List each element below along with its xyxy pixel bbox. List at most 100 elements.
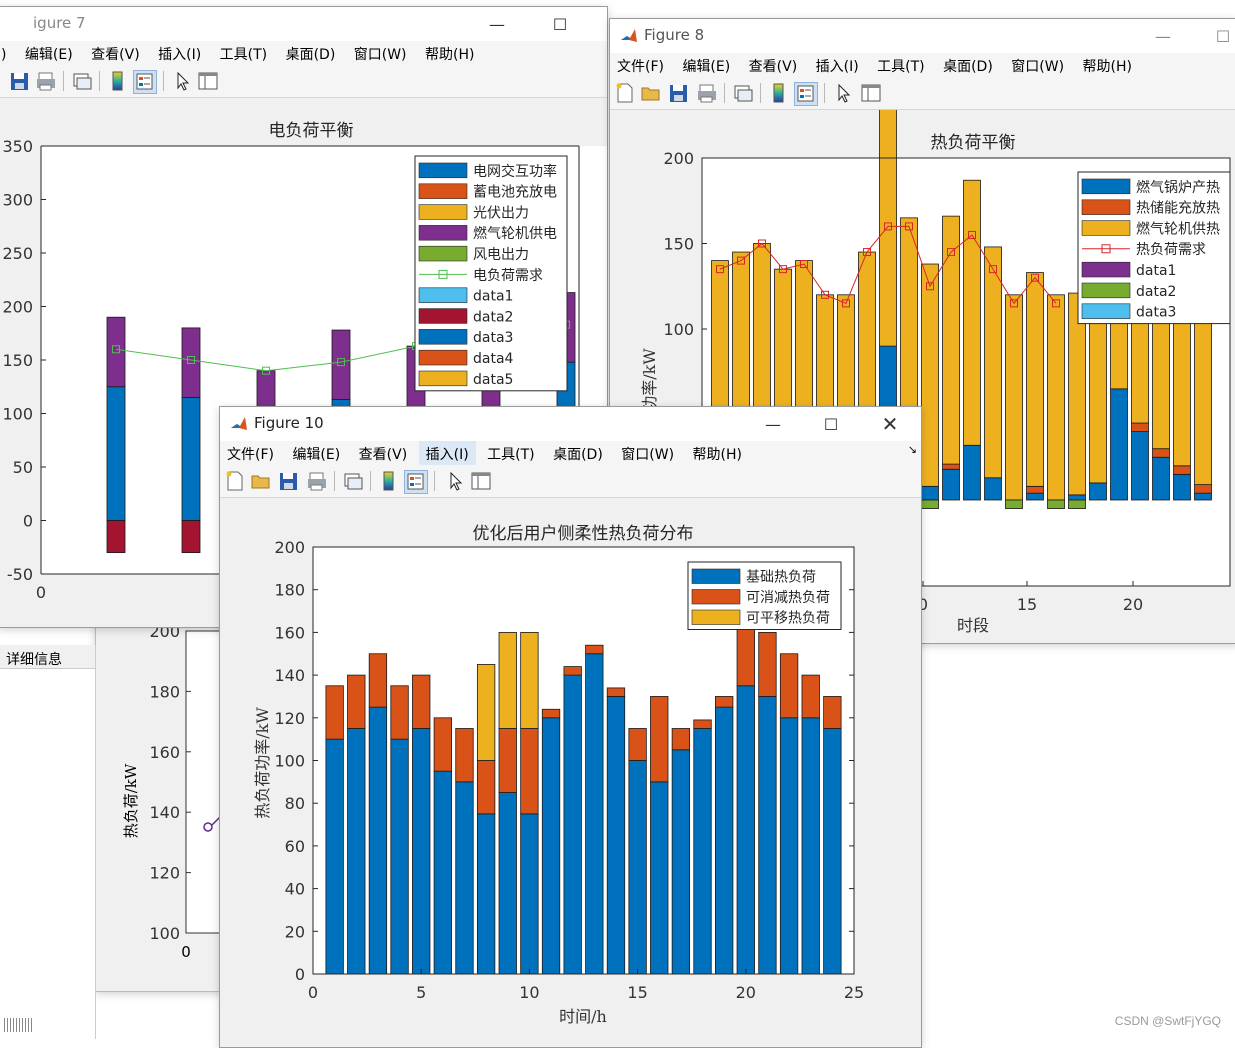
property-editor-icon[interactable] bbox=[860, 82, 882, 104]
menu-tools[interactable]: 工具(T) bbox=[877, 59, 925, 75]
menu-tools[interactable]: 工具(T) bbox=[487, 447, 535, 463]
menu-tools[interactable]: 工具(T) bbox=[219, 47, 268, 63]
figure-7-chart[interactable]: -5005010015020025030035005电负荷平衡电网交互功率蓄电池… bbox=[0, 98, 607, 628]
minimize-button[interactable]: — bbox=[1155, 26, 1171, 46]
y-tick-label: -50 bbox=[7, 565, 33, 584]
dock-arrow-icon[interactable]: ↘ bbox=[907, 443, 917, 456]
pointer-icon[interactable] bbox=[832, 82, 854, 104]
figure-10-titlebar[interactable]: Figure 10 — ☐ ✕ bbox=[220, 407, 921, 441]
bar-segment bbox=[412, 728, 431, 975]
link-plot-icon[interactable] bbox=[342, 470, 364, 492]
x-tick-label: 20 bbox=[736, 983, 756, 1002]
x-tick-label: 10 bbox=[519, 983, 539, 1002]
link-plot-icon[interactable] bbox=[732, 82, 754, 104]
bar-segment bbox=[476, 664, 496, 761]
chart-title: 电负荷平衡 bbox=[269, 121, 354, 141]
menu-help[interactable]: 帮助(H) bbox=[424, 47, 475, 63]
fig9-ylabel: 热负荷/kW bbox=[122, 763, 140, 838]
figure-7-titlebar[interactable]: igure 7 — ☐ bbox=[0, 7, 607, 41]
menu-help[interactable]: 帮助(H) bbox=[1082, 59, 1132, 75]
bar-segment bbox=[801, 717, 820, 975]
menu-window[interactable]: 窗口(W) bbox=[353, 47, 407, 63]
maximize-button[interactable]: ☐ bbox=[1215, 26, 1231, 46]
link-plot-icon[interactable] bbox=[71, 70, 93, 92]
pointer-icon[interactable] bbox=[171, 70, 193, 92]
menu-view[interactable]: 查看(V) bbox=[358, 447, 408, 463]
save-icon[interactable] bbox=[9, 70, 31, 92]
bar-segment bbox=[921, 499, 939, 509]
menu-partial[interactable]: ) bbox=[1, 47, 7, 63]
demand-marker bbox=[779, 265, 787, 274]
property-editor-icon[interactable] bbox=[470, 470, 492, 492]
open-folder-icon[interactable] bbox=[250, 470, 272, 492]
menu-view[interactable]: 查看(V) bbox=[748, 59, 798, 75]
print-icon[interactable] bbox=[696, 82, 718, 104]
figure-10-window[interactable]: Figure 10 — ☐ ✕ 文件(F) 编辑(E) 查看(V) 插入(I) … bbox=[219, 406, 922, 1048]
menu-edit[interactable]: 编辑(E) bbox=[682, 59, 731, 75]
menu-insert[interactable]: 插入(I) bbox=[815, 59, 859, 75]
figure-8-titlebar[interactable]: Figure 8 — ☐ bbox=[610, 19, 1235, 53]
new-file-icon[interactable] bbox=[614, 82, 636, 104]
demand-marker bbox=[926, 282, 934, 291]
menu-help[interactable]: 帮助(H) bbox=[692, 447, 742, 463]
legend-icon[interactable] bbox=[404, 470, 428, 494]
y-tick-label: 250 bbox=[2, 244, 33, 263]
bar-segment bbox=[455, 781, 474, 975]
bar-segment bbox=[650, 781, 669, 975]
chart-title: 热负荷平衡 bbox=[931, 133, 1016, 153]
bar-segment bbox=[520, 631, 539, 729]
legend-icon[interactable] bbox=[133, 70, 157, 94]
legend-icon[interactable] bbox=[794, 82, 818, 106]
minimize-button[interactable]: — bbox=[489, 14, 505, 34]
save-icon[interactable] bbox=[278, 470, 300, 492]
legend-label: data2 bbox=[1136, 284, 1176, 300]
bar-segment bbox=[736, 621, 755, 687]
menu-edit[interactable]: 编辑(E) bbox=[292, 447, 341, 463]
maximize-button[interactable]: ☐ bbox=[823, 414, 839, 434]
legend-swatch bbox=[1081, 303, 1131, 319]
menu-window[interactable]: 窗口(W) bbox=[621, 447, 675, 463]
x-tick-label: 25 bbox=[844, 983, 864, 1002]
print-icon[interactable] bbox=[306, 470, 328, 492]
colorbar-icon[interactable] bbox=[768, 82, 790, 104]
scroll-handle[interactable] bbox=[4, 1018, 32, 1032]
menu-insert[interactable]: 插入(I) bbox=[158, 47, 202, 63]
colorbar-icon[interactable] bbox=[107, 70, 129, 92]
bar-segment bbox=[1005, 499, 1023, 509]
bar-segment bbox=[498, 728, 517, 793]
bar-segment bbox=[412, 674, 431, 729]
open-folder-icon[interactable] bbox=[640, 82, 662, 104]
menu-insert[interactable]: 插入(I) bbox=[418, 441, 476, 465]
menu-window[interactable]: 窗口(W) bbox=[1011, 59, 1065, 75]
close-button[interactable]: ✕ bbox=[881, 412, 899, 436]
menu-edit[interactable]: 编辑(E) bbox=[24, 47, 73, 63]
bar-segment bbox=[1131, 422, 1149, 432]
menu-desktop[interactable]: 桌面(D) bbox=[285, 47, 336, 63]
pointer-icon[interactable] bbox=[444, 470, 466, 492]
colorbar-icon[interactable] bbox=[378, 470, 400, 492]
x-tick-label: 0 bbox=[918, 595, 928, 614]
property-editor-icon[interactable] bbox=[197, 70, 219, 92]
menu-file[interactable]: 文件(F) bbox=[617, 59, 664, 75]
legend-swatch bbox=[418, 204, 468, 220]
minimize-button[interactable]: — bbox=[765, 414, 781, 434]
menu-view[interactable]: 查看(V) bbox=[91, 47, 140, 63]
x-tick-label: 0 bbox=[308, 983, 318, 1002]
figure-10-chart[interactable]: 0 20 40 60 80 100 120 140 160 180 200 0 5 10 15 20 25 优化后… bbox=[220, 498, 921, 1047]
figure-8-window[interactable]: Figure 8 — ☐ 文件(F) 编辑(E) 查看(V) 插入(I) 工具(… bbox=[609, 18, 1235, 644]
menu-desktop[interactable]: 桌面(D) bbox=[943, 59, 993, 75]
save-icon[interactable] bbox=[668, 82, 690, 104]
legend-label: 热储能充放热 bbox=[1136, 201, 1220, 217]
bar-segment bbox=[520, 728, 539, 815]
print-icon[interactable] bbox=[35, 70, 57, 92]
bar-segment bbox=[563, 666, 582, 676]
bar-segment bbox=[671, 728, 691, 751]
demand-marker bbox=[947, 248, 955, 257]
maximize-button[interactable]: ☐ bbox=[552, 14, 568, 34]
menu-file[interactable]: 文件(F) bbox=[227, 447, 274, 463]
legend-swatch bbox=[1081, 261, 1131, 278]
menu-desktop[interactable]: 桌面(D) bbox=[553, 447, 603, 463]
new-file-icon[interactable] bbox=[224, 470, 246, 492]
legend-swatch bbox=[418, 287, 468, 303]
